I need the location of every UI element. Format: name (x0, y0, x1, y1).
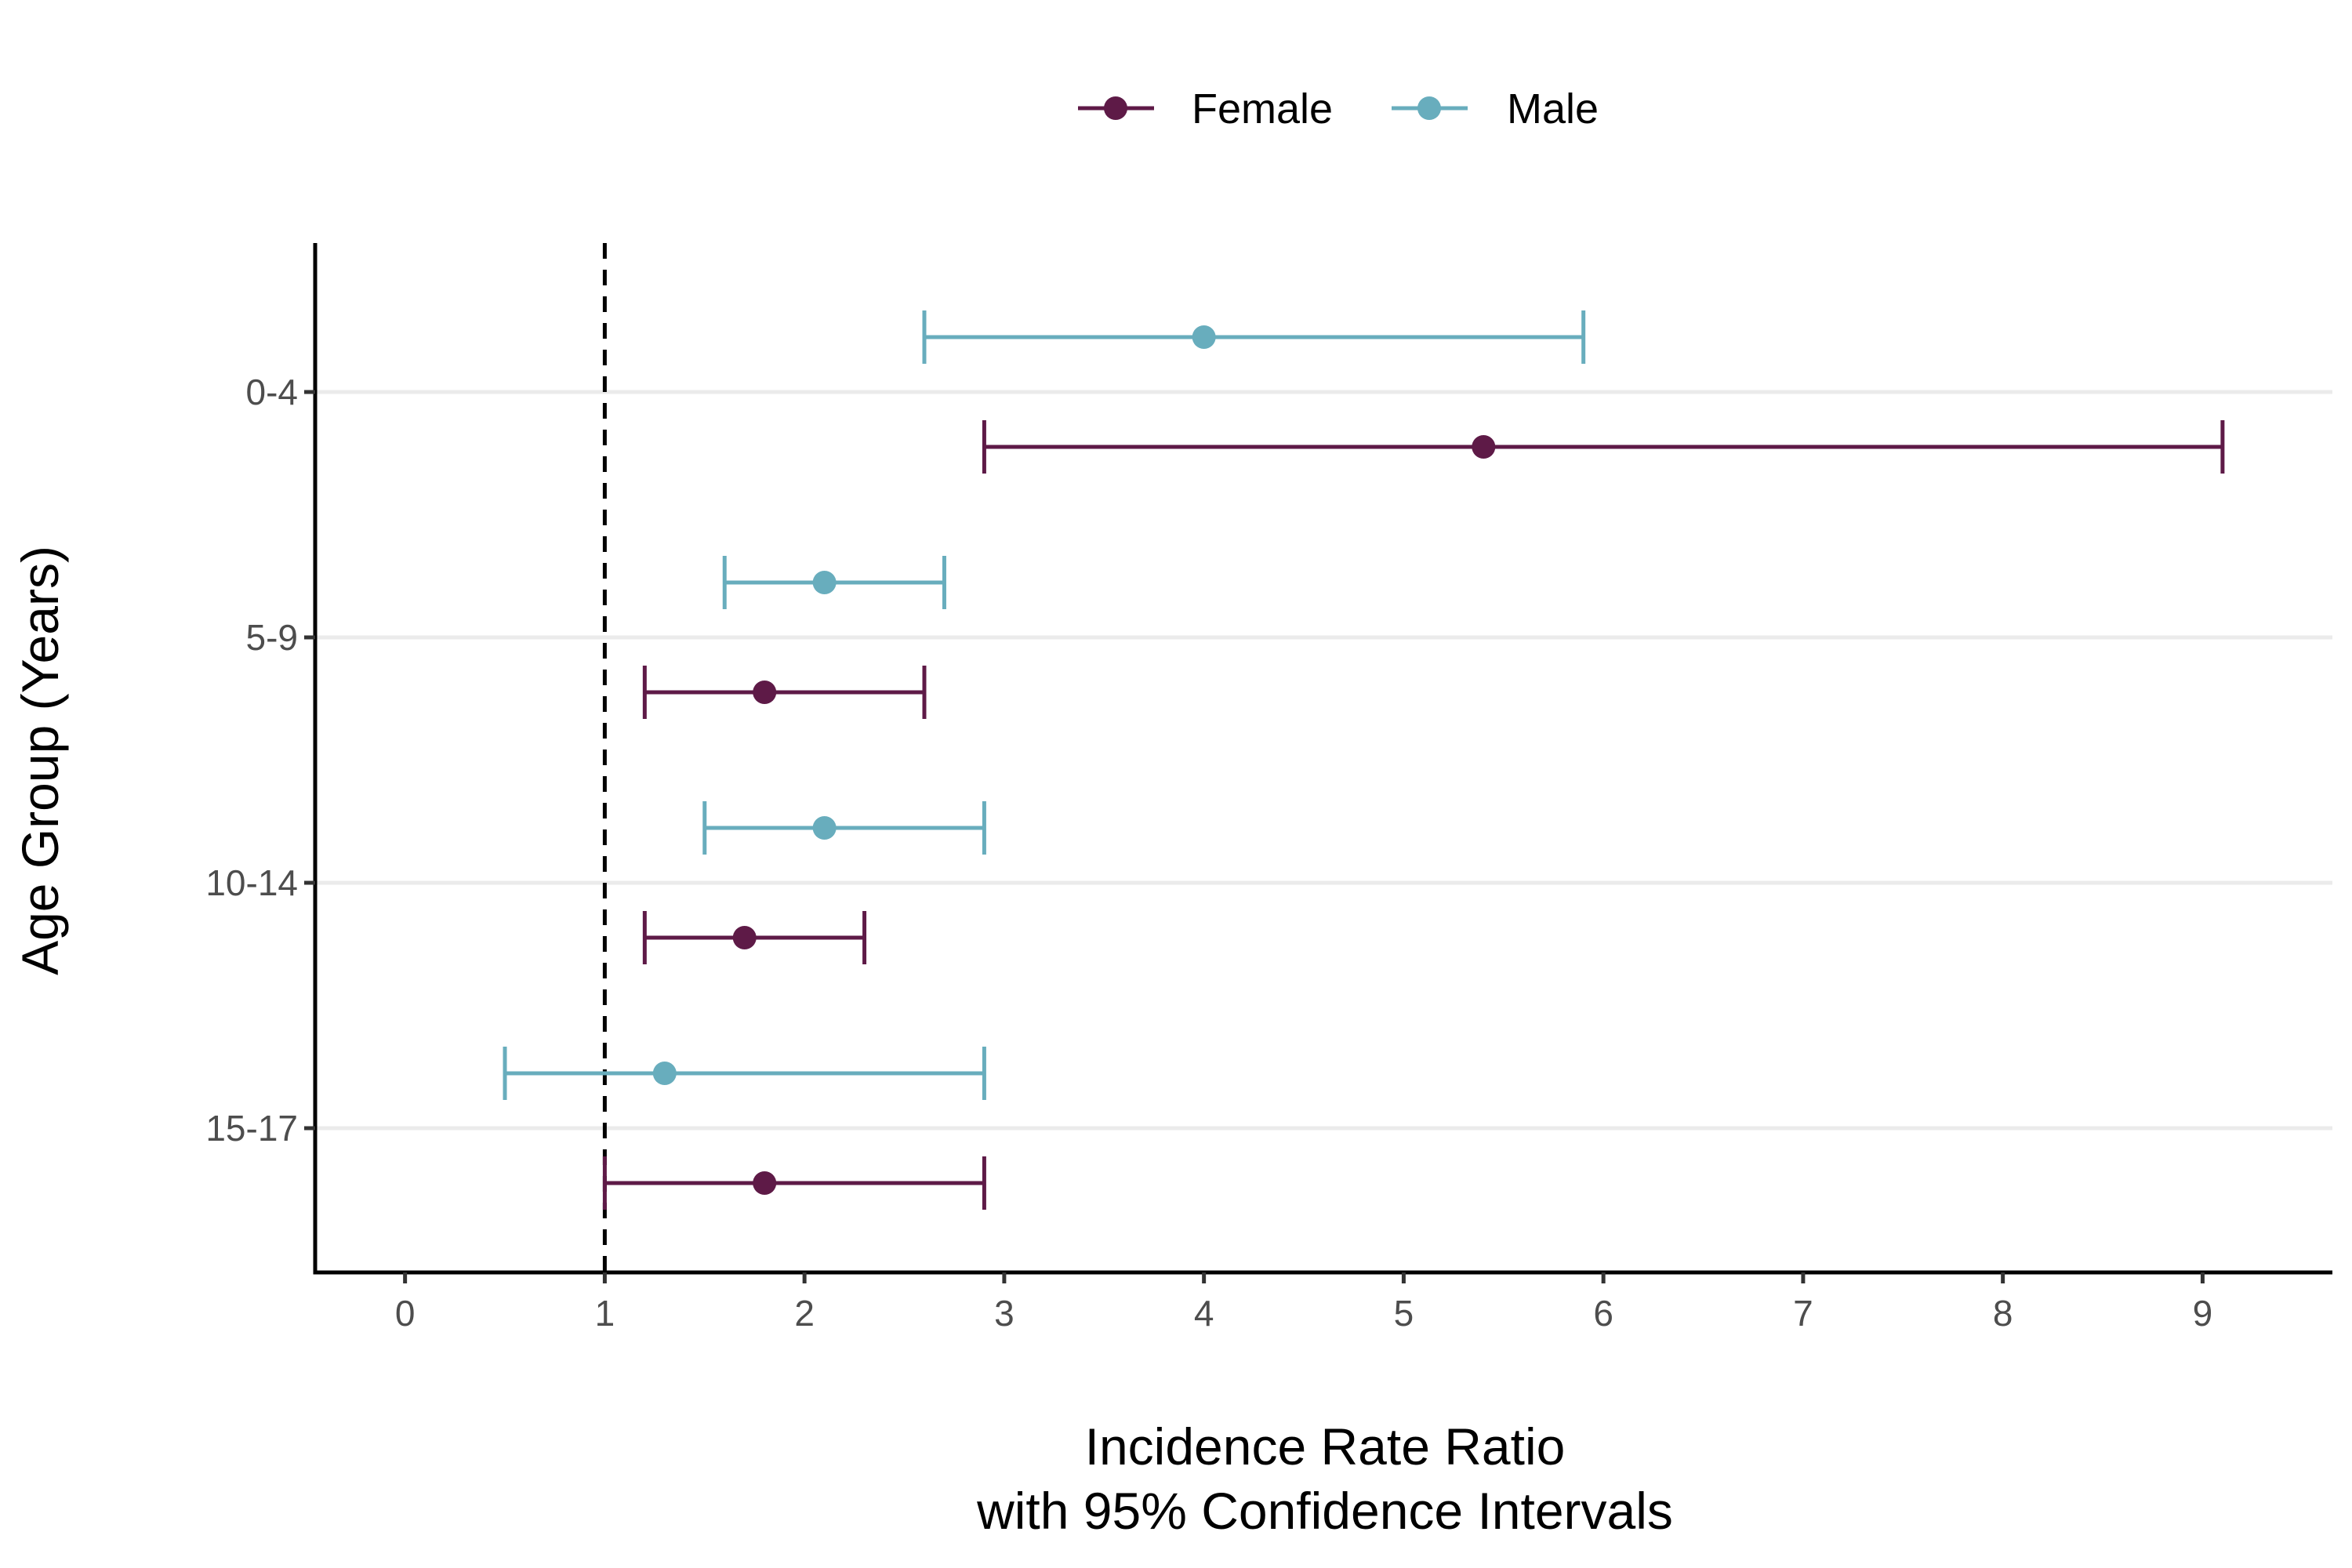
x-axis-title: Incidence Rate Ratio (1085, 1417, 1566, 1475)
gridlines (315, 390, 2332, 1131)
error-bar (503, 1047, 986, 1100)
series-female (602, 420, 2225, 1210)
x-tick-label: 8 (1993, 1293, 2013, 1334)
x-tick-label: 4 (1194, 1293, 1214, 1334)
x-tick-label: 9 (2193, 1293, 2213, 1334)
estimate-point (812, 571, 837, 594)
estimate-point (1472, 435, 1496, 459)
estimate-point (732, 926, 757, 949)
x-tick-label: 0 (395, 1293, 416, 1334)
estimate-point (753, 681, 777, 704)
axes (313, 243, 2332, 1275)
estimate-point (812, 816, 837, 840)
x-tick-label: 2 (794, 1293, 815, 1334)
estimate-point (652, 1062, 677, 1085)
y-axis-title: Age Group (Years) (11, 546, 69, 975)
error-bar (642, 666, 927, 719)
x-axis-ticks: 0 1 2 3 4 5 6 7 8 9 (395, 1272, 2212, 1334)
x-axis-title-line2: with 95% Confidence Intervals (976, 1482, 1673, 1540)
legend: Female Male (1078, 85, 1599, 132)
error-bar (982, 420, 2225, 474)
y-tick-label: 5-9 (246, 617, 298, 658)
legend-item-male: Male (1392, 85, 1599, 132)
x-tick-label: 6 (1593, 1293, 1613, 1334)
series-layer (503, 310, 2225, 1210)
x-tick-label: 5 (1394, 1293, 1414, 1334)
y-tick-label: 0-4 (246, 372, 298, 412)
estimate-point (1192, 325, 1216, 349)
y-tick-label: 15-17 (205, 1108, 298, 1149)
x-tick-label: 3 (994, 1293, 1014, 1334)
estimate-point (753, 1171, 777, 1195)
legend-key-point (1417, 96, 1441, 120)
x-tick-label: 7 (1793, 1293, 1813, 1334)
series-male (503, 310, 1586, 1100)
legend-label: Female (1192, 85, 1333, 132)
legend-item-female: Female (1078, 85, 1333, 132)
x-tick-label: 1 (595, 1293, 615, 1334)
y-tick-label: 10-14 (205, 862, 298, 903)
legend-key-point (1104, 96, 1127, 120)
legend-label: Male (1507, 85, 1599, 132)
y-axis-ticks: 0-4 5-9 10-14 15-17 (205, 372, 315, 1149)
error-bar (602, 1156, 986, 1210)
error-bar (922, 310, 1586, 364)
error-bar (702, 801, 986, 855)
